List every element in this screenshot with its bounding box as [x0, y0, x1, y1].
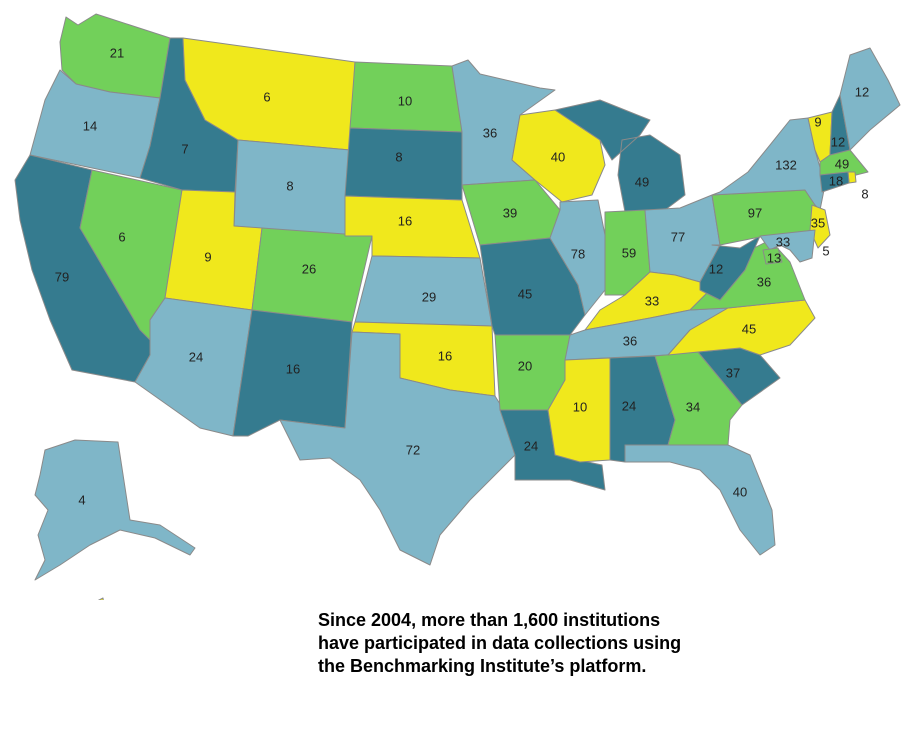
state-value-ia: 39 — [503, 205, 517, 220]
state-value-nd: 10 — [398, 93, 412, 108]
caption-line-1: Since 2004, more than 1,600 institutions — [318, 610, 661, 630]
state-az — [134, 297, 253, 437]
state-value-ma: 49 — [835, 156, 849, 171]
state-value-il: 78 — [571, 246, 585, 261]
state-value-wy: 8 — [286, 178, 293, 193]
state-value-or: 14 — [83, 118, 97, 133]
state-sd — [344, 127, 463, 201]
state-value-al: 24 — [622, 398, 636, 413]
state-value-ky: 33 — [645, 293, 659, 308]
state-value-ny: 132 — [775, 157, 797, 172]
state-value-ms: 10 — [573, 399, 587, 414]
state-value-az: 24 — [189, 349, 203, 364]
state-value-mt: 6 — [263, 89, 270, 104]
state-value-sd: 8 — [395, 149, 402, 164]
state-value-ks: 29 — [422, 289, 436, 304]
state-me — [839, 47, 901, 151]
caption-line-2: have participated in data collections us… — [318, 633, 682, 653]
state-value-me: 12 — [855, 84, 869, 99]
state-value-pa: 97 — [748, 205, 762, 220]
state-value-co: 26 — [302, 261, 316, 276]
state-value-nj: 35 — [811, 215, 825, 230]
state-value-fl: 40 — [733, 484, 747, 499]
state-value-mo: 45 — [518, 286, 532, 301]
state-value-ut: 9 — [204, 249, 211, 264]
state-value-ca: 79 — [55, 269, 69, 284]
state-value-mi: 49 — [635, 174, 649, 189]
state-value-ok: 16 — [438, 348, 452, 363]
state-value-nc: 45 — [742, 321, 756, 336]
state-value-ga: 34 — [686, 399, 700, 414]
state-il — [549, 199, 606, 316]
state-value-tx: 72 — [406, 442, 420, 457]
state-value-va: 36 — [757, 274, 771, 289]
state-value-nv: 6 — [118, 229, 125, 244]
state-nj — [809, 204, 831, 249]
state-value-dc: 13 — [767, 250, 781, 265]
state-value-ak: 4 — [78, 492, 85, 507]
state-value-ct: 18 — [829, 173, 843, 188]
state-value-md: 33 — [776, 234, 790, 249]
state-dc — [762, 247, 783, 265]
state-value-nh: 12 — [831, 134, 845, 149]
state-hi — [97, 597, 104, 600]
state-value-wi: 40 — [551, 149, 565, 164]
caption: Since 2004, more than 1,600 institutions… — [318, 609, 838, 678]
state-ak — [34, 439, 196, 581]
state-mi — [554, 99, 686, 213]
state-value-in: 59 — [622, 245, 636, 260]
state-value-ri: 8 — [861, 186, 868, 201]
us-states-map: 2114796768924261610816291672363945202440… — [14, 13, 901, 600]
state-value-la: 24 — [524, 438, 538, 453]
state-value-mn: 36 — [483, 125, 497, 140]
state-value-wv: 12 — [709, 261, 723, 276]
state-value-id: 7 — [181, 141, 188, 156]
state-tx — [279, 331, 516, 566]
state-value-sc: 37 — [726, 365, 740, 380]
state-value-ar: 20 — [518, 358, 532, 373]
state-wv — [699, 235, 761, 301]
state-value-vt: 9 — [814, 114, 821, 129]
state-value-de: 5 — [822, 243, 829, 258]
state-value-nm: 16 — [286, 361, 300, 376]
caption-line-3: the Benchmarking Institute’s platform. — [318, 656, 647, 676]
state-fl — [624, 444, 776, 556]
state-value-tn: 36 — [623, 333, 637, 348]
state-value-oh: 77 — [671, 229, 685, 244]
state-value-wa: 21 — [110, 45, 124, 60]
state-value-ne: 16 — [398, 213, 412, 228]
state-ct — [819, 171, 850, 193]
